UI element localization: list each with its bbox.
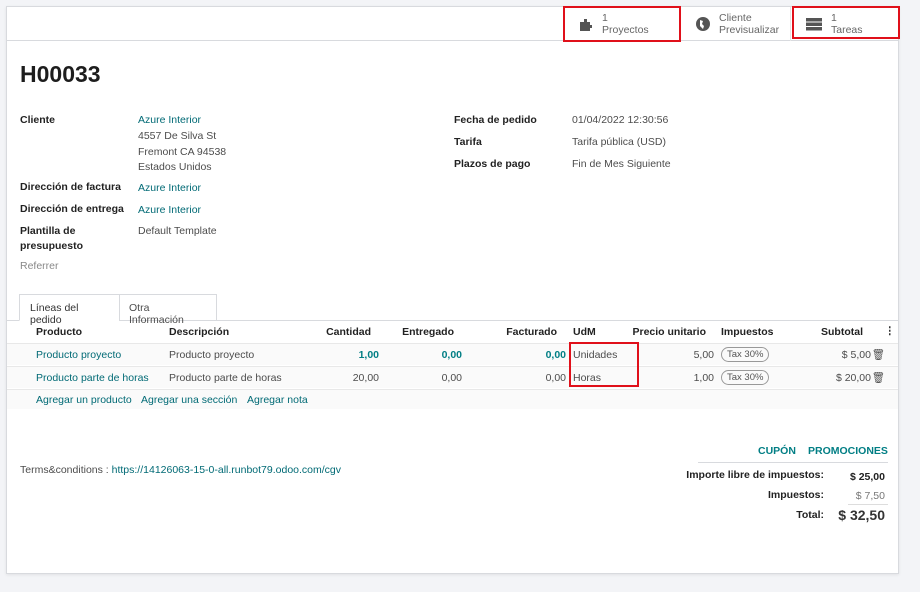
- referrer-label: Referrer: [20, 260, 59, 272]
- tab-other-info[interactable]: Otra Información: [119, 294, 217, 326]
- column-header[interactable]: Entregado: [402, 326, 454, 338]
- customer-address: 4557 De Silva St: [138, 130, 217, 142]
- terms: Terms&conditions : https://14126063-15-0…: [20, 464, 342, 476]
- product-cell[interactable]: Producto parte de horas: [36, 372, 149, 384]
- total-label: Total:: [796, 509, 824, 521]
- trash-icon[interactable]: 🗑: [871, 372, 885, 384]
- divider: [698, 462, 888, 463]
- button-box: 1 Proyectos Cliente Previsualizar 1 Tareas: [7, 7, 898, 41]
- delivered-cell: 0,00: [441, 349, 462, 361]
- template-field[interactable]: Default Template: [138, 225, 217, 237]
- total-amount: $ 32,50: [838, 507, 885, 523]
- customer-address: Estados Unidos: [138, 161, 212, 173]
- tax-badge: Tax 30%: [721, 347, 770, 362]
- globe-icon: [696, 17, 710, 31]
- terms-link[interactable]: https://14126063-15-0-all.runbot79.odoo.…: [111, 464, 342, 476]
- promotions-button[interactable]: PROMOCIONES: [808, 445, 888, 457]
- tax-badge: Tax 30%: [721, 370, 770, 385]
- order-date-label: Fecha de pedido: [454, 114, 537, 126]
- column-header[interactable]: UdM: [573, 326, 596, 338]
- column-header[interactable]: Facturado: [506, 326, 557, 338]
- divider: [7, 320, 898, 321]
- add-note-link[interactable]: Agregar nota: [247, 394, 308, 406]
- untaxed-label: Importe libre de impuestos:: [686, 469, 824, 481]
- projects-smart-button[interactable]: 1 Proyectos: [563, 7, 680, 41]
- payment-terms-label: Plazos de pago: [454, 158, 531, 170]
- invoice-address-label: Dirección de factura: [20, 181, 121, 193]
- add-section-link[interactable]: Agregar una sección: [141, 394, 238, 406]
- add-line-row: Agregar un producto Agregar una sección …: [7, 389, 898, 409]
- customer-preview-button[interactable]: Cliente Previsualizar: [680, 7, 790, 41]
- template-label: presupuesto: [20, 240, 84, 252]
- tax-label: Impuestos:: [767, 489, 824, 501]
- product-cell[interactable]: Producto proyecto: [36, 349, 122, 361]
- column-header[interactable]: Descripción: [169, 326, 230, 338]
- order-date-field[interactable]: 01/04/2022 12:30:56: [572, 114, 669, 126]
- tax-amount: $ 7,50: [855, 490, 885, 502]
- coupon-button[interactable]: CUPÓN: [758, 445, 796, 457]
- unit-price-cell: 5,00: [693, 349, 714, 361]
- unit-price-cell: 1,00: [693, 372, 714, 384]
- template-label: Plantilla de: [20, 225, 76, 237]
- quantity-cell: 1,00: [358, 349, 379, 361]
- uom-cell: Horas: [573, 372, 602, 384]
- delivery-address-label: Dirección de entrega: [20, 203, 124, 215]
- description-cell: Producto proyecto: [169, 349, 255, 361]
- tab-order-lines[interactable]: Líneas del pedido: [19, 294, 120, 326]
- customer-address: Fremont CA 94538: [138, 146, 227, 158]
- invoiced-cell: 0,00: [545, 372, 566, 384]
- column-header[interactable]: Subtotal: [821, 326, 863, 338]
- subtotal-cell: $ 5,00: [841, 349, 871, 361]
- page-title: H00033: [20, 61, 101, 87]
- invoiced-cell: 0,00: [545, 349, 566, 361]
- tasks-icon: [806, 18, 822, 31]
- table-row[interactable]: Producto parte de horas Producto parte d…: [7, 366, 898, 388]
- quantity-cell: 20,00: [352, 372, 379, 384]
- puzzle-icon: [580, 19, 592, 31]
- pricelist-field[interactable]: Tarifa pública (USD): [572, 136, 666, 148]
- pricelist-label: Tarifa: [454, 136, 482, 148]
- form-sheet: 1 Proyectos Cliente Previsualizar 1 Tareas …: [6, 6, 900, 574]
- trash-icon[interactable]: 🗑: [871, 349, 885, 361]
- untaxed-amount: $ 25,00: [849, 471, 885, 483]
- delivered-cell: 0,00: [441, 372, 462, 384]
- column-header[interactable]: Cantidad: [326, 326, 371, 338]
- payment-terms-field[interactable]: Fin de Mes Siguiente: [572, 158, 671, 170]
- table-row[interactable]: Producto proyecto Producto proyecto 1,00…: [7, 343, 898, 365]
- description-cell: Producto parte de horas: [169, 372, 282, 384]
- customer-label: Cliente: [20, 114, 56, 126]
- delivery-address-link[interactable]: Azure Interior: [138, 204, 202, 216]
- column-header[interactable]: Impuestos: [721, 326, 774, 338]
- column-options-icon[interactable]: ⋮: [884, 325, 896, 337]
- column-header[interactable]: Producto: [36, 326, 83, 338]
- invoice-address-link[interactable]: Azure Interior: [138, 182, 202, 194]
- divider: [848, 504, 888, 505]
- add-product-link[interactable]: Agregar un producto: [36, 394, 132, 406]
- tasks-smart-button[interactable]: 1 Tareas: [790, 7, 900, 41]
- customer-link[interactable]: Azure Interior: [138, 114, 202, 126]
- subtotal-cell: $ 20,00: [835, 372, 871, 384]
- uom-cell: Unidades: [573, 349, 618, 361]
- column-header[interactable]: Precio unitario: [632, 326, 706, 338]
